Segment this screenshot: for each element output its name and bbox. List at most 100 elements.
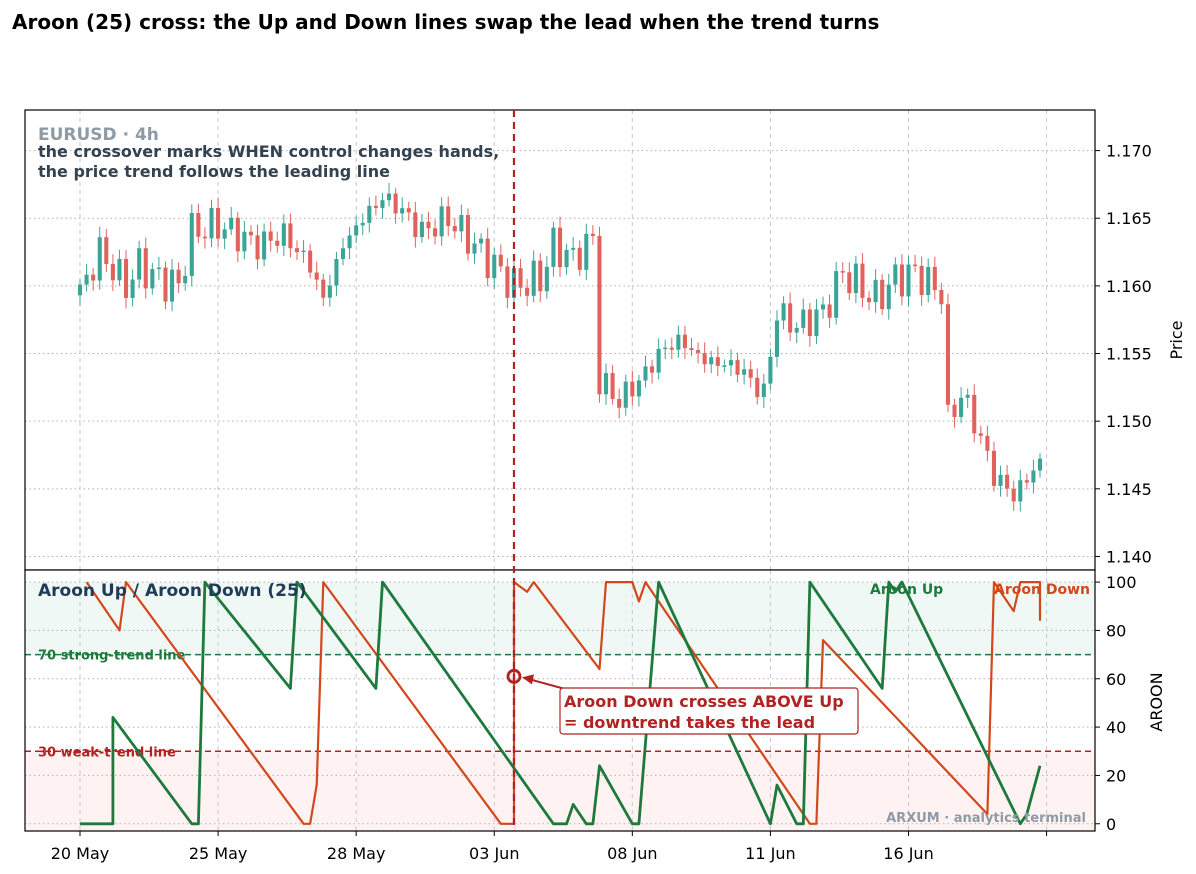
x-tick-label: 20 May — [51, 844, 110, 863]
candle-body — [656, 348, 661, 373]
candle — [294, 240, 300, 261]
candle — [321, 273, 326, 307]
candle — [268, 221, 273, 252]
candle — [788, 292, 793, 342]
candle-body — [472, 243, 477, 254]
candle-body — [163, 267, 168, 302]
candle — [380, 192, 385, 219]
candle-body — [774, 320, 780, 357]
candle — [84, 263, 89, 292]
candle — [137, 240, 142, 289]
candle — [110, 254, 115, 291]
candle — [459, 204, 464, 243]
candle-body — [945, 304, 950, 405]
candle — [123, 250, 129, 309]
weak-trend-label: 30 weak-trend line — [38, 745, 176, 760]
x-tick-label: 16 Jun — [883, 844, 933, 863]
candle-body — [1024, 480, 1029, 483]
candle-body — [84, 274, 89, 285]
candle — [932, 256, 937, 300]
candle — [972, 384, 977, 443]
candle-body — [413, 212, 418, 238]
candle — [840, 262, 845, 284]
candle-body — [77, 284, 83, 296]
crossover-marker — [506, 668, 522, 684]
candle — [781, 296, 786, 330]
candle — [196, 203, 201, 244]
candle — [130, 269, 135, 307]
candle — [755, 368, 760, 405]
candle — [518, 258, 523, 297]
candle-body — [906, 264, 911, 297]
candle-body — [465, 215, 470, 254]
candle-body — [768, 356, 773, 384]
candle — [170, 259, 175, 312]
price-panel: 1.140 1.145 1.150 1.155 1.160 1.165 1.170 EURU… — [24, 109, 1186, 571]
candle-body — [387, 193, 392, 201]
candle — [413, 201, 418, 248]
candle-body — [834, 271, 839, 318]
candle — [354, 215, 359, 243]
crossover-annotation: Aroon Down crosses ABOVE Up = downtrend … — [506, 110, 859, 831]
candle — [603, 363, 609, 405]
candle — [334, 251, 339, 296]
candle-body — [630, 381, 635, 397]
candle — [176, 262, 181, 293]
candle-body — [340, 248, 346, 260]
candle — [242, 220, 247, 260]
candle — [202, 227, 207, 249]
x-tick-label: 03 Jun — [469, 844, 519, 863]
candle — [525, 279, 530, 307]
candle-body — [209, 208, 214, 239]
candle-body — [492, 254, 497, 279]
aroon-panel: 70 strong-trend line 30 weak-trend line … — [24, 569, 1166, 834]
candle-body — [899, 264, 904, 297]
candle-body — [104, 237, 109, 265]
candle-body — [735, 360, 740, 375]
candle-body — [156, 267, 161, 270]
candle — [584, 223, 589, 281]
candle — [288, 213, 293, 258]
candle-body — [419, 221, 424, 238]
candle-body — [354, 225, 359, 236]
candle-body — [959, 397, 964, 417]
candle — [301, 240, 306, 263]
candle — [400, 197, 405, 223]
candle — [768, 348, 773, 390]
candle — [91, 267, 96, 291]
candle-body — [275, 240, 280, 246]
annotation-line-2: the price trend follows the leading line — [38, 162, 390, 181]
candle-body — [584, 233, 589, 270]
candle — [847, 262, 852, 300]
candle-body — [886, 284, 891, 310]
candle-body — [281, 223, 286, 246]
candle-body — [268, 231, 273, 241]
candle — [820, 296, 826, 319]
candle — [275, 231, 280, 253]
aroon-vertical-grid — [79, 570, 1048, 831]
candle — [564, 243, 569, 275]
candle — [189, 204, 194, 287]
candle-body — [406, 208, 411, 213]
candle-body — [314, 272, 319, 280]
candle — [163, 261, 168, 310]
candle — [1018, 469, 1023, 512]
candle-body — [229, 217, 234, 230]
candle-body — [117, 258, 122, 281]
chart-title: Aroon (25) cross: the Up and Down lines … — [12, 10, 879, 34]
candle — [472, 232, 477, 264]
candle — [682, 325, 687, 359]
candle — [926, 258, 931, 303]
candle-body — [262, 231, 267, 260]
aroon-down-series — [85, 581, 1042, 825]
candle-body — [216, 208, 221, 239]
candle — [538, 253, 543, 303]
candle-body — [781, 303, 786, 321]
candle — [551, 221, 556, 277]
candle-body — [459, 215, 464, 232]
candle — [485, 227, 490, 287]
candle-body — [544, 266, 549, 292]
candle — [643, 355, 648, 388]
candle-body — [867, 297, 872, 303]
